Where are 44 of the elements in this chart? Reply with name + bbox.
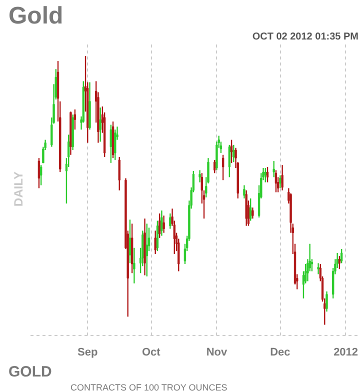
candlestick	[154, 230, 156, 255]
candlestick	[340, 248, 343, 264]
candlestick	[281, 164, 284, 191]
candlestick	[232, 144, 235, 163]
x-tick-label: Sep	[78, 346, 98, 358]
candlestick	[40, 164, 42, 186]
candlestick	[264, 167, 266, 183]
candlestick	[230, 139, 233, 164]
candlestick	[272, 160, 275, 178]
candlestick	[326, 290, 328, 312]
chart-title: Gold	[8, 2, 64, 30]
candlestick	[266, 166, 269, 183]
candlestick	[38, 157, 40, 189]
candlestick	[114, 128, 116, 161]
x-tick-label: Nov	[206, 346, 228, 358]
candlestick	[158, 212, 161, 239]
candlestick	[162, 215, 165, 234]
candlestick	[118, 156, 120, 191]
x-tick-label: Dec	[270, 346, 290, 358]
candlestick	[228, 144, 231, 178]
text: GOLD	[8, 364, 52, 380]
candlestick	[74, 108, 76, 130]
candlestick	[222, 154, 224, 181]
candlestick	[160, 210, 163, 236]
candlestick	[279, 174, 282, 189]
candlestick	[146, 223, 148, 277]
candlestick	[110, 124, 112, 164]
chart-subtitle: OCT 02 2012 01:35 PM	[252, 32, 359, 42]
candlestick	[133, 247, 136, 284]
x-tick-label: 2012	[334, 346, 358, 358]
candlestick	[317, 262, 320, 275]
candlestick	[128, 219, 132, 264]
candlestick	[243, 184, 246, 200]
candlestick	[274, 170, 278, 193]
candlestick	[99, 106, 102, 142]
candlestick	[169, 212, 172, 230]
candlestick	[198, 170, 201, 183]
candlestick	[214, 159, 216, 174]
candlestick	[338, 255, 341, 270]
x-tick-label: Oct	[142, 346, 161, 358]
candlestick	[156, 220, 159, 252]
candlestick	[252, 206, 254, 220]
text: CONTRACTS OF 100 TROY OUNCES	[70, 382, 228, 392]
candlestick	[249, 198, 252, 222]
